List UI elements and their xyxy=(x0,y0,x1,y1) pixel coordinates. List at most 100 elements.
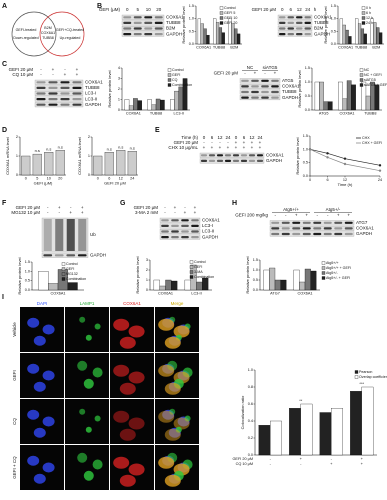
nucleus xyxy=(42,324,55,335)
venn-gene: TUBB8 xyxy=(42,36,54,40)
legend-swatch xyxy=(167,83,172,87)
bar xyxy=(342,98,348,111)
x-axis-label: GEFI 20 μM xyxy=(104,181,126,186)
bar xyxy=(159,285,166,291)
bar xyxy=(215,22,220,45)
y-axis-label: COX6A1 mRNA level xyxy=(77,137,82,175)
lane-label: + xyxy=(243,145,246,150)
band xyxy=(208,159,216,162)
legend-swatch xyxy=(167,68,172,72)
legend-label: 0 h xyxy=(366,6,371,10)
bar xyxy=(274,279,281,291)
legend-swatch xyxy=(359,78,364,82)
legend-swatch xyxy=(219,16,224,20)
x-tick-label: 12 xyxy=(119,177,123,181)
cox6a1-signal xyxy=(158,456,175,469)
venn-gene: COX6A1 xyxy=(41,31,55,35)
condition-sign: - xyxy=(331,456,333,461)
y-axis-label: Relative protein level xyxy=(181,6,186,43)
band xyxy=(241,85,249,88)
band xyxy=(191,230,199,233)
panel-letter: H xyxy=(232,200,237,207)
blot-header: GEFI 20 μM xyxy=(214,71,239,76)
y-tick-label: 1.0 xyxy=(248,368,253,372)
bar xyxy=(323,101,329,111)
legend-label: siATG5 xyxy=(364,78,376,82)
band xyxy=(72,103,82,106)
blot-strip xyxy=(239,95,281,101)
blot-header: CQ 10 μM xyxy=(12,72,33,77)
legend-label: 6 h xyxy=(366,11,371,15)
band xyxy=(144,27,153,30)
band xyxy=(60,81,70,84)
panel-letter: I xyxy=(2,294,4,301)
band xyxy=(72,86,82,89)
legend-label: GEFI xyxy=(66,267,74,271)
lane-label: - xyxy=(244,71,246,76)
x-tick-label: 5 xyxy=(36,177,38,181)
legend-swatch xyxy=(61,272,66,276)
legend-swatch xyxy=(361,21,366,25)
cox6a1-signal xyxy=(158,410,175,423)
bar xyxy=(360,28,365,45)
band xyxy=(323,221,332,224)
bar xyxy=(104,152,114,176)
band xyxy=(154,33,163,36)
venn-label: GEFI+CQ-treated xyxy=(56,28,84,32)
lysosome-signal xyxy=(83,378,94,389)
venn-gene: B2M xyxy=(44,26,51,30)
channel-label: Merge xyxy=(171,301,184,306)
lane-label: 0 xyxy=(235,135,238,140)
condition-sign: + xyxy=(300,456,303,461)
blot-row-label: GAPDH xyxy=(356,231,372,236)
bar xyxy=(116,150,126,176)
blot-row-label: B2M xyxy=(314,26,324,31)
y-tick-label: 1.5 xyxy=(189,4,194,8)
x-tick-label: 0 xyxy=(309,178,311,182)
y-tick-label: 0.8 xyxy=(248,385,253,389)
lane-label: + xyxy=(174,205,177,210)
blot-row-label: B2M xyxy=(166,26,176,31)
x-tick-label: LC3-II xyxy=(191,292,201,296)
micrograph xyxy=(65,307,109,352)
band xyxy=(77,254,87,257)
bar xyxy=(127,151,137,176)
condition-sign: - xyxy=(300,461,302,466)
point xyxy=(326,152,329,155)
band xyxy=(224,154,232,157)
blot-strip xyxy=(199,152,265,158)
x-tick-label: TUBB8 xyxy=(213,46,225,50)
blot-strip xyxy=(159,234,201,240)
band xyxy=(48,86,58,89)
lane-label: 6 xyxy=(289,7,292,12)
blot-header: MG132 10 μM xyxy=(11,210,40,215)
y-tick-label: 1.0 xyxy=(331,17,336,21)
blot-group: Atg5+/+ xyxy=(283,207,299,212)
blot-row-label: GAPDH xyxy=(266,158,282,163)
band xyxy=(248,154,256,157)
bar xyxy=(379,32,383,45)
band xyxy=(251,85,259,88)
blot-row-label: GAPDH xyxy=(282,95,298,100)
legend-label: GEFI xyxy=(194,265,202,269)
legend-label: NC xyxy=(364,68,370,72)
bar xyxy=(338,81,343,111)
blot-strip xyxy=(121,20,165,26)
bar xyxy=(32,153,42,176)
blot-header: CHX 10 μg/mL xyxy=(168,145,198,150)
lane-label: - xyxy=(184,205,186,210)
x-tick-label: COX6A1 xyxy=(126,112,141,116)
band xyxy=(296,21,303,24)
legend-swatch xyxy=(189,275,194,279)
y-tick-label: 0.5 xyxy=(253,278,258,282)
band xyxy=(292,221,301,224)
y-tick-label: 1.5 xyxy=(25,260,30,264)
band xyxy=(216,159,224,162)
blot-strip xyxy=(239,83,281,89)
significance: *** xyxy=(359,381,364,386)
legend-swatch xyxy=(354,375,359,379)
legend-label: CHX + GEFI xyxy=(362,141,382,145)
legend-label: NC + GEFI xyxy=(364,73,382,77)
band xyxy=(123,27,132,30)
lane-label: + xyxy=(64,72,67,77)
